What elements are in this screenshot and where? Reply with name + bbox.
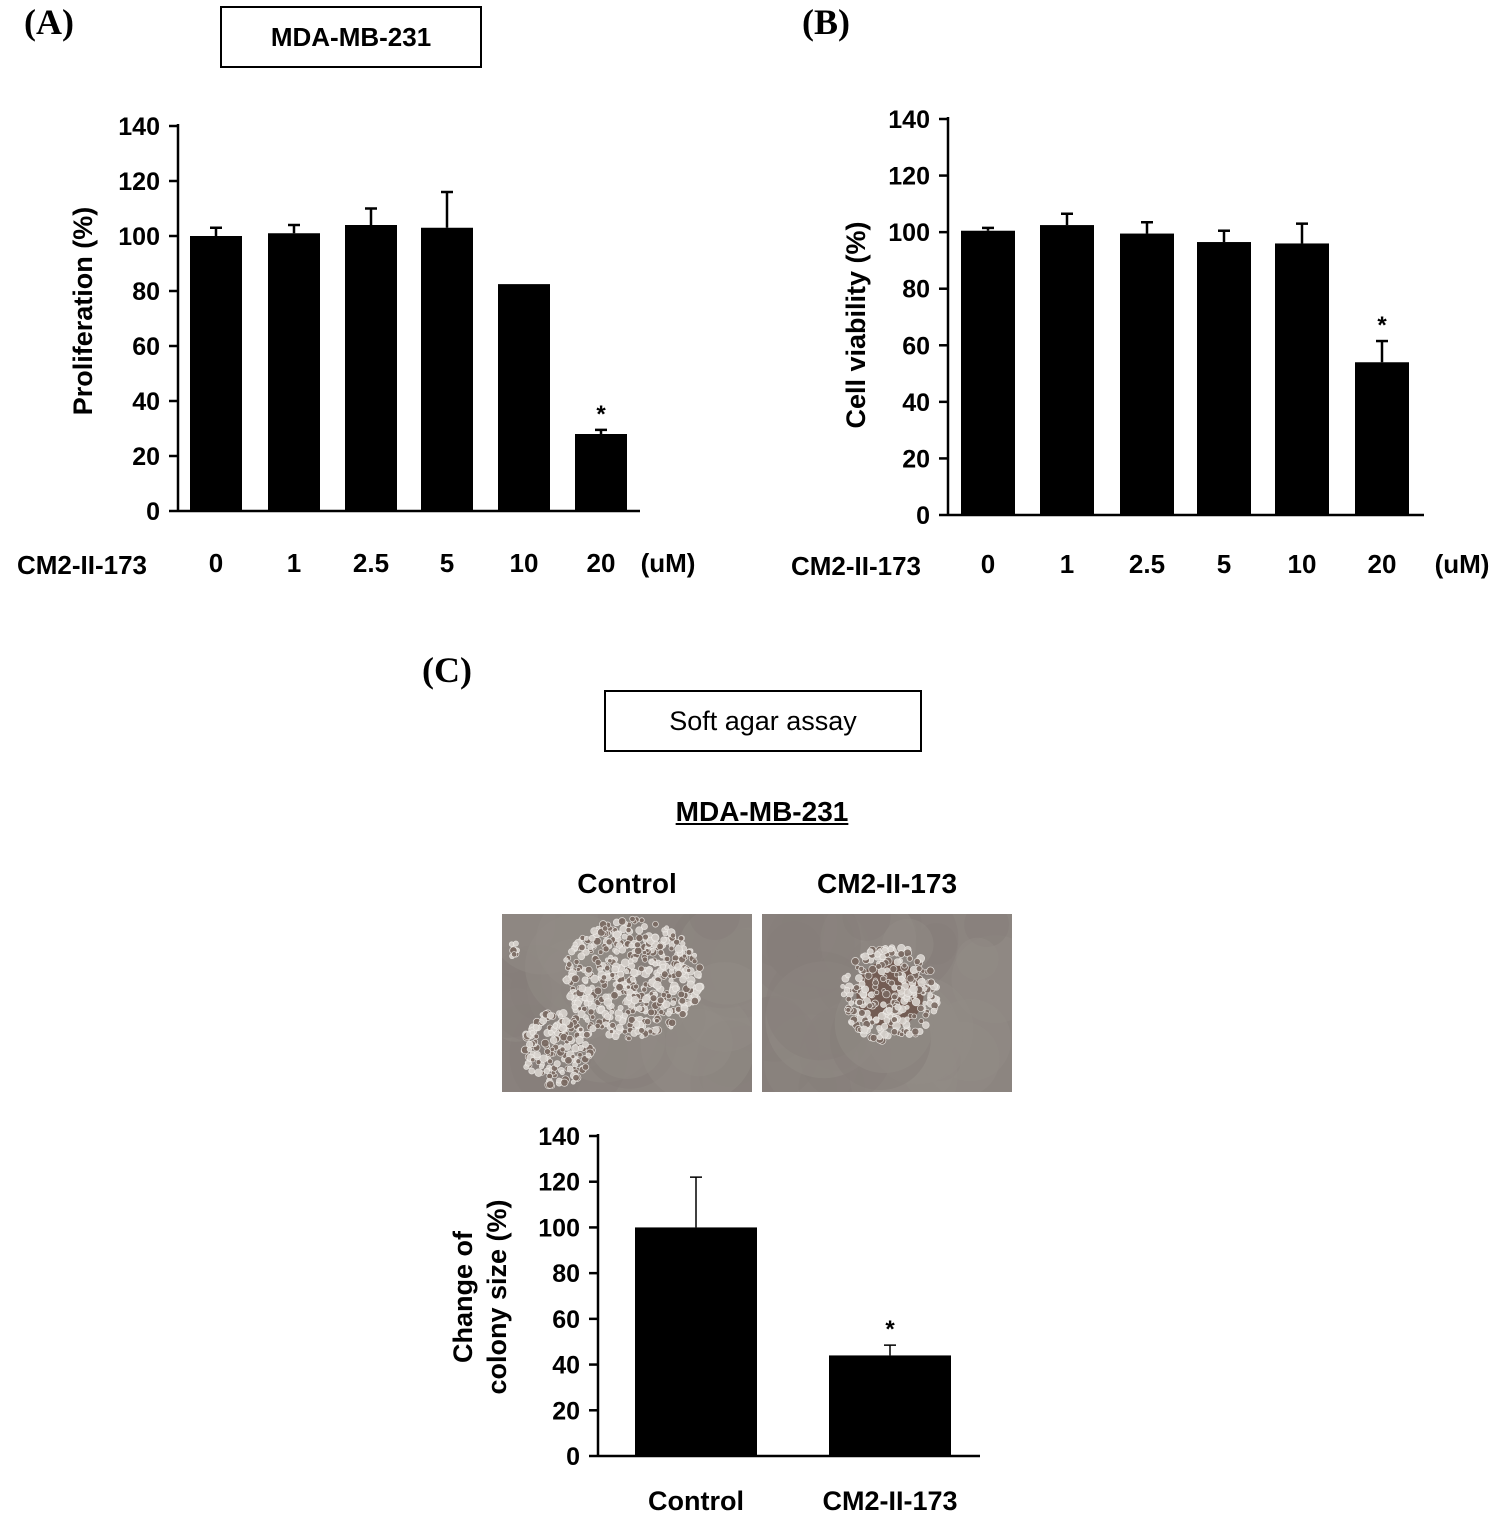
chart-b-category-label: 5 [1217,549,1231,579]
chart-a-category-label: 0 [209,548,223,578]
chart-c-bar [635,1227,757,1456]
chart-a-y-label: Proliferation (%) [68,207,98,416]
chart-b-y-tick-label: 80 [902,276,930,304]
chart-b-bar [1275,243,1329,515]
chart-c-y-label-group: Change of colony size (%) [448,1199,512,1394]
chart-b-bar [1040,225,1094,516]
chart-b-y-tick-label: 20 [902,445,930,473]
chart-b-y-label: Cell viability (%) [841,221,871,428]
chart-a-y-label-group: Proliferation (%) [68,207,98,416]
chart-b-category-label: 0 [981,549,995,579]
panel-c-title: Soft agar assay [669,705,857,736]
chart-b-y-tick-label: 0 [916,502,930,530]
panel-a-title: MDA-MB-231 [270,21,432,52]
chart-a-significance-marker: * [596,401,606,428]
chart-a-category-label: 10 [510,548,539,578]
chart-a-category-label: 2.5 [353,548,389,578]
chart-c-y-tick-label: 140 [538,1123,580,1151]
chart-c-y-tick-label: 120 [538,1169,580,1197]
chart-c-y-label-line2: colony size (%) [482,1199,512,1394]
chart-b-x-unit-label: (uM) [1435,549,1490,579]
chart-b-y-tick-label: 100 [888,219,930,247]
chart-a-category-label: 5 [440,548,454,578]
chart-a-y-tick-label: 100 [118,223,160,251]
panel-label-a: (A) [24,2,74,42]
chart-a-x-prefix-label: CM2-II-173 [17,550,147,580]
chart-a-bar [190,236,242,511]
panel-c-title-box: Soft agar assay [604,690,922,752]
chart-c-y-tick-label: 40 [552,1352,580,1380]
chart-a-bar [575,434,627,511]
chart-b-category-label: 20 [1368,549,1397,579]
chart-a-category-label: 1 [287,548,301,578]
chart-a-y-tick-label: 40 [132,388,160,416]
chart-a-bar [345,225,397,511]
panel-c-cell-line: MDA-MB-231 [675,796,849,827]
chart-b-bar [1355,362,1409,515]
chart-b-y-label-group: Cell viability (%) [841,221,871,428]
chart-b-x-prefix-label: CM2-II-173 [791,551,921,581]
chart-a-y-tick-label: 0 [146,498,160,526]
chart-a-y-tick-label: 60 [132,333,160,361]
panel-label-c: (C) [422,650,472,690]
image-label-control: Control [577,868,677,899]
chart-b-significance-marker: * [1377,312,1387,339]
chart-c-category-label: Control [648,1486,744,1516]
micrograph-control [502,914,752,1092]
chart-c-bar [829,1355,951,1456]
chart-c-y-tick-label: 80 [552,1260,580,1288]
chart-b-y-tick-label: 120 [888,163,930,191]
chart-a-bar [498,284,550,511]
chart-b-bar [961,230,1015,515]
chart-a-bar [421,227,473,511]
chart-c-y-tick-label: 60 [552,1306,580,1334]
chart-a-category-label: 20 [587,548,616,578]
chart-a-y-tick-label: 20 [132,443,160,471]
chart-a-bar [268,233,320,511]
chart-c-y-label-line1: Change of [448,1230,478,1363]
panel-a-title-box: MDA-MB-231 [220,6,482,68]
image-label-treated: CM2-II-173 [816,868,958,899]
chart-b-category-label: 1 [1060,549,1074,579]
chart-b-y-tick-label: 40 [902,389,930,417]
chart-b-cell-viability: 0 20 40 60 80 100 120 140 0 1 2.5 5 10 * 20 Cell viabil… [791,106,1490,581]
chart-c-category-label: CM2-II-173 [822,1486,957,1516]
chart-c-significance-marker: * [885,1316,895,1343]
chart-a-y-tick-label: 140 [118,113,160,141]
chart-b-bar [1197,242,1251,516]
panel-label-b: (B) [802,2,850,42]
chart-a-y-tick-label: 80 [132,278,160,306]
chart-c-y-tick-label: 0 [566,1443,580,1471]
micrograph-treated [762,914,1012,1092]
chart-a-y-tick-label: 120 [118,168,160,196]
chart-b-category-label: 2.5 [1129,549,1165,579]
chart-c-y-tick-label: 100 [538,1214,580,1242]
chart-c-y-tick-label: 20 [552,1397,580,1425]
chart-b-y-tick-label: 60 [902,332,930,360]
chart-b-category-label: 10 [1288,549,1317,579]
chart-b-y-tick-label: 140 [888,106,930,134]
chart-a-x-unit-label: (uM) [641,548,696,578]
chart-a-proliferation: 0 20 40 60 80 100 120 140 0 1 2.5 5 10 * 20 Proliferati… [17,113,696,580]
chart-b-bar [1120,233,1174,516]
